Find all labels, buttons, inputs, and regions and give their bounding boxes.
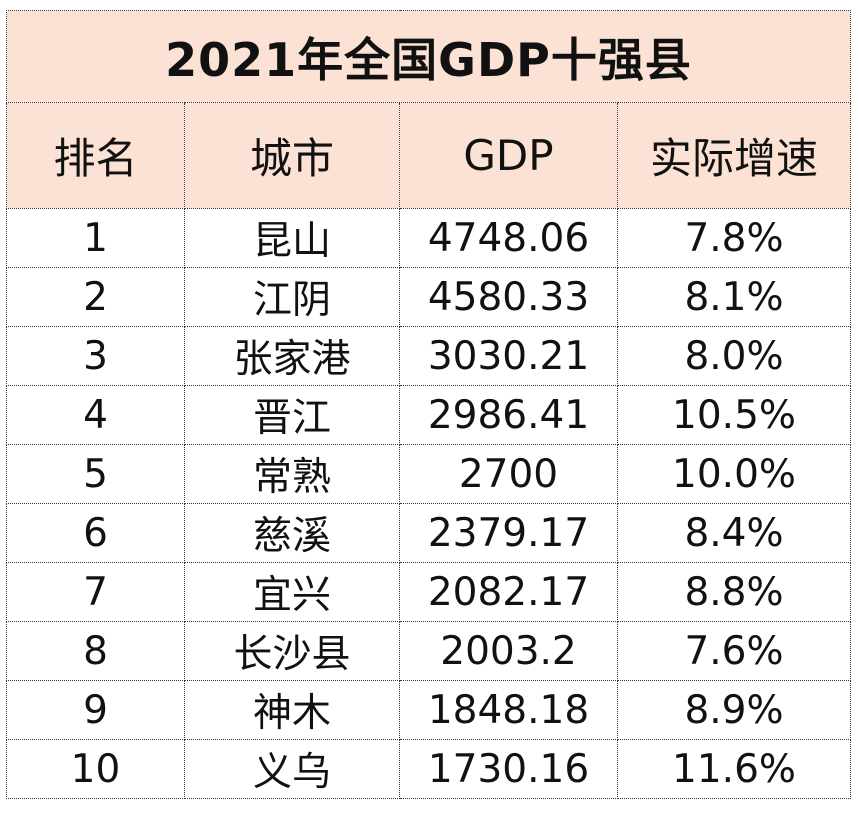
column-header-rank[interactable]: 排名 (6, 102, 185, 209)
cell-gdp[interactable]: 1730.16 (399, 739, 618, 799)
header-row: 排名 城市 GDP 实际增速 (6, 102, 851, 209)
table-row: 5 常熟 2700 10.0% (6, 444, 851, 504)
title-row: 2021年全国GDP十强县 (6, 10, 851, 103)
table-row: 7 宜兴 2082.17 8.8% (6, 562, 851, 622)
cell-rank[interactable]: 2 (6, 267, 185, 327)
cell-growth[interactable]: 10.0% (617, 444, 851, 504)
cell-city[interactable]: 义乌 (184, 739, 400, 799)
cell-growth[interactable]: 7.8% (617, 208, 851, 268)
cell-gdp[interactable]: 4748.06 (399, 208, 618, 268)
cell-gdp[interactable]: 2082.17 (399, 562, 618, 622)
cell-growth[interactable]: 8.0% (617, 326, 851, 386)
table-row: 3 张家港 3030.21 8.0% (6, 326, 851, 386)
cell-city[interactable]: 张家港 (184, 326, 400, 386)
cell-rank[interactable]: 10 (6, 739, 185, 799)
cell-growth[interactable]: 8.8% (617, 562, 851, 622)
cell-city[interactable]: 晋江 (184, 385, 400, 445)
column-header-growth[interactable]: 实际增速 (617, 102, 851, 209)
cell-gdp[interactable]: 2700 (399, 444, 618, 504)
cell-city[interactable]: 常熟 (184, 444, 400, 504)
cell-rank[interactable]: 4 (6, 385, 185, 445)
cell-rank[interactable]: 6 (6, 503, 185, 563)
cell-rank[interactable]: 9 (6, 680, 185, 740)
cell-city[interactable]: 长沙县 (184, 621, 400, 681)
table-row: 1 昆山 4748.06 7.8% (6, 208, 851, 268)
table-body: 1 昆山 4748.06 7.8% 2 江阴 4580.33 8.1% 3 张家港 3030.21 8… (6, 208, 851, 799)
cell-growth[interactable]: 10.5% (617, 385, 851, 445)
cell-rank[interactable]: 7 (6, 562, 185, 622)
cell-rank[interactable]: 1 (6, 208, 185, 268)
cell-gdp[interactable]: 2003.2 (399, 621, 618, 681)
table-row: 6 慈溪 2379.17 8.4% (6, 503, 851, 563)
table-row: 8 长沙县 2003.2 7.6% (6, 621, 851, 681)
cell-city[interactable]: 宜兴 (184, 562, 400, 622)
cell-gdp[interactable]: 1848.18 (399, 680, 618, 740)
table-row: 10 义乌 1730.16 11.6% (6, 739, 851, 799)
gdp-table: 2021年全国GDP十强县 排名 城市 GDP 实际增速 1 昆山 4748.06 7… (6, 10, 851, 799)
table-row: 2 江阴 4580.33 8.1% (6, 267, 851, 327)
cell-growth[interactable]: 7.6% (617, 621, 851, 681)
table-row: 4 晋江 2986.41 10.5% (6, 385, 851, 445)
table-row: 9 神木 1848.18 8.9% (6, 680, 851, 740)
column-header-gdp[interactable]: GDP (399, 102, 618, 209)
cell-gdp[interactable]: 3030.21 (399, 326, 618, 386)
cell-city[interactable]: 神木 (184, 680, 400, 740)
cell-city[interactable]: 江阴 (184, 267, 400, 327)
cell-growth[interactable]: 8.4% (617, 503, 851, 563)
cell-growth[interactable]: 11.6% (617, 739, 851, 799)
cell-rank[interactable]: 8 (6, 621, 185, 681)
cell-rank[interactable]: 5 (6, 444, 185, 504)
cell-gdp[interactable]: 2986.41 (399, 385, 618, 445)
cell-city[interactable]: 慈溪 (184, 503, 400, 563)
table-title[interactable]: 2021年全国GDP十强县 (6, 10, 851, 103)
cell-gdp[interactable]: 2379.17 (399, 503, 618, 563)
cell-growth[interactable]: 8.9% (617, 680, 851, 740)
cell-gdp[interactable]: 4580.33 (399, 267, 618, 327)
cell-growth[interactable]: 8.1% (617, 267, 851, 327)
cell-city[interactable]: 昆山 (184, 208, 400, 268)
column-header-city[interactable]: 城市 (184, 102, 400, 209)
cell-rank[interactable]: 3 (6, 326, 185, 386)
